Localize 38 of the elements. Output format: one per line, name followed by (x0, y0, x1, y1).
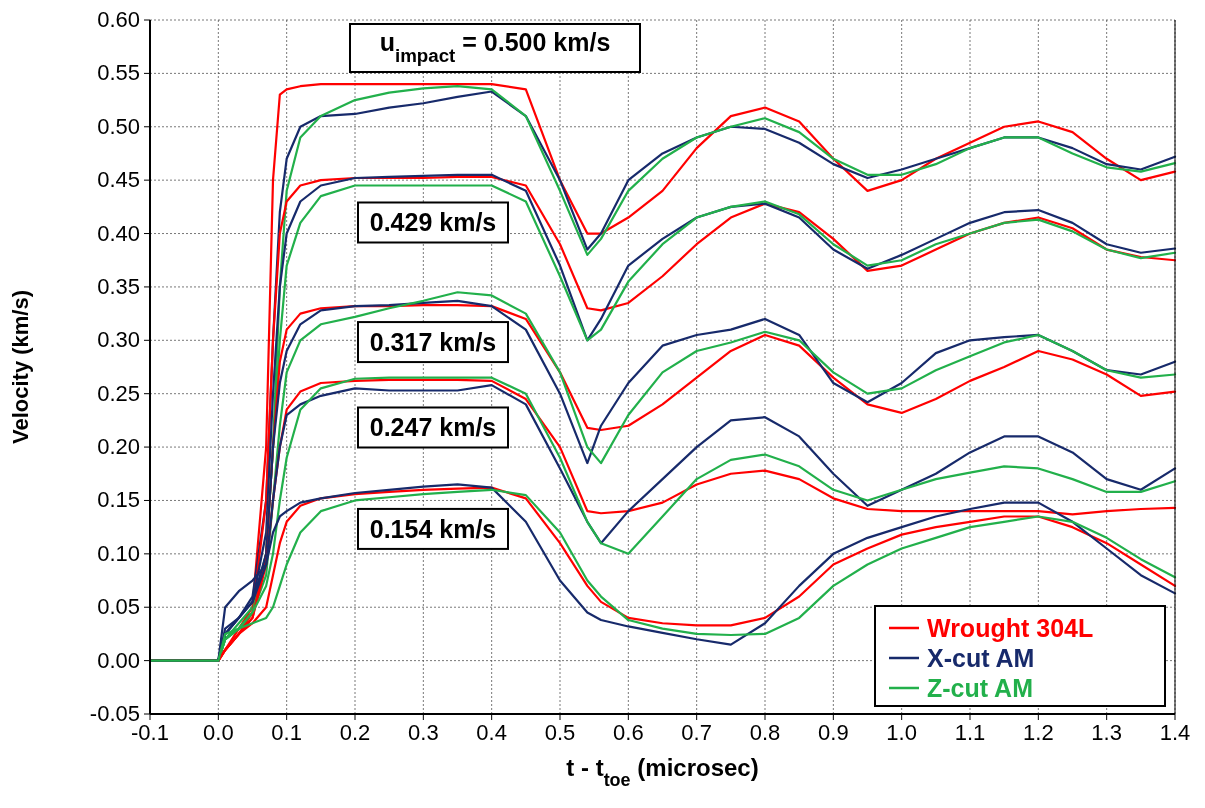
x-tick-label: 1.3 (1091, 720, 1122, 745)
y-tick-label: 0.35 (97, 273, 140, 299)
x-tick-label: 0.1 (271, 720, 302, 745)
y-tick-label: 0.05 (97, 594, 140, 620)
y-tick-label: 0.50 (97, 113, 140, 139)
annotation: 0.154 km/s (369, 514, 497, 543)
y-axis-title: Velocity (km/s) (8, 289, 33, 445)
x-tick-label: 1.2 (1023, 720, 1054, 745)
x-tick-label: 1.1 (954, 720, 986, 745)
x-tick-label: 0.5 (544, 720, 576, 745)
annotation: u$_{impact}$ = 0.500 km/s (379, 28, 611, 66)
y-tick-label: 0.00 (97, 647, 140, 673)
x-tick-label: 0.4 (476, 720, 507, 745)
legend-label: Wrought 304L (927, 614, 1094, 642)
x-tick-label: 1.0 (886, 720, 917, 745)
annotation: 0.429 km/s (369, 208, 497, 237)
y-tick-label: 0.25 (97, 380, 140, 406)
y-tick-label: 0.55 (97, 60, 140, 86)
y-tick-label: 0.20 (97, 434, 140, 460)
legend-label: Z-cut AM (927, 674, 1033, 702)
x-tick-label: 1.4 (1159, 720, 1191, 745)
y-tick-label: 0.45 (97, 167, 140, 193)
x-tick-label: 0.9 (818, 720, 849, 745)
y-tick-label: 0.60 (97, 7, 140, 32)
x-tick-label: 0.6 (613, 720, 644, 745)
y-tick-label: 0.40 (97, 220, 140, 246)
x-tick-label: 0.7 (681, 720, 712, 745)
x-axis-title: t - t$_{toe}$ (microsec) (566, 754, 759, 790)
y-tick-label: 0.30 (97, 327, 140, 353)
annotation: 0.317 km/s (369, 328, 497, 357)
x-tick-label: 0.2 (339, 720, 371, 745)
y-tick-label: 0.10 (97, 540, 140, 566)
annotation: 0.247 km/s (369, 413, 497, 442)
x-tick-label: 0.8 (749, 720, 781, 745)
x-tick-label: 0.0 (203, 720, 234, 745)
x-tick-label: 0.3 (408, 720, 439, 745)
y-tick-label: 0.15 (97, 487, 140, 513)
legend-label: X-cut AM (927, 644, 1035, 672)
